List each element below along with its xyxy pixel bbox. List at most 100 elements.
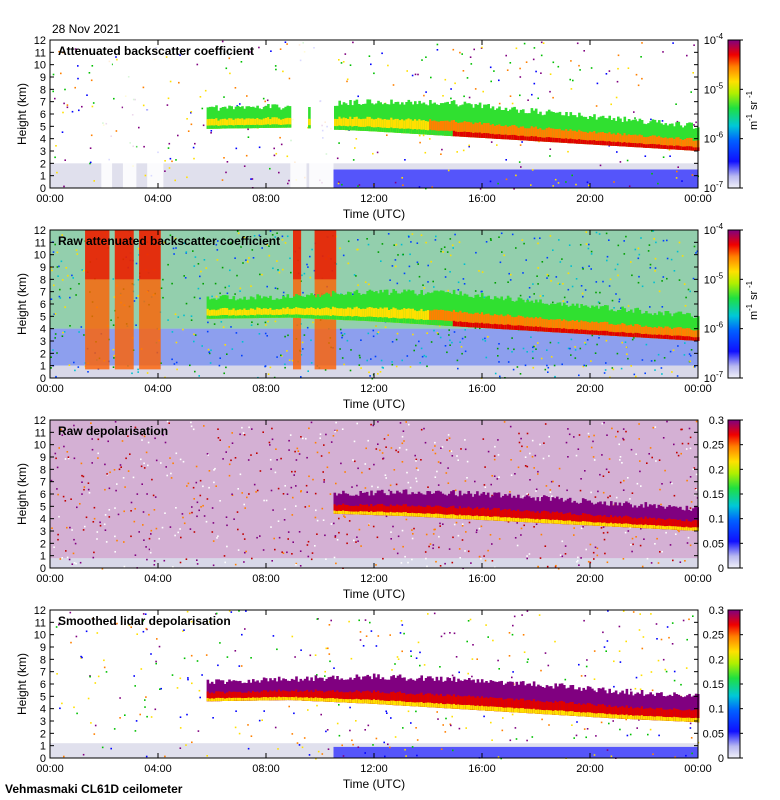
noise-speckle — [639, 460, 641, 462]
noise-speckle — [515, 247, 517, 249]
cloud-core — [385, 307, 389, 323]
cloud-core — [622, 516, 626, 528]
noise-speckle — [274, 236, 277, 238]
noise-speckle — [515, 47, 518, 50]
cloud-core — [577, 515, 581, 525]
cloud-core — [455, 121, 458, 137]
noise-speckle — [528, 296, 531, 298]
cloud-strip — [489, 299, 493, 329]
cloud-core — [448, 311, 452, 326]
cloud-strip — [625, 501, 628, 528]
cloud-strip — [219, 680, 223, 702]
cloud-base — [612, 141, 616, 146]
noise-speckle — [390, 447, 393, 449]
cloud-strip — [563, 302, 566, 333]
cloud-strip — [595, 119, 598, 145]
noise-speckle — [459, 557, 461, 559]
noise-speckle — [314, 545, 316, 547]
noise-speckle — [327, 647, 329, 650]
noise-speckle — [366, 359, 368, 362]
cloud-core — [415, 506, 419, 517]
noise-speckle — [469, 56, 472, 58]
cloud-core — [381, 308, 385, 322]
noise-speckle — [544, 652, 547, 654]
noise-speckle — [496, 144, 498, 146]
cloud-strip — [280, 298, 283, 318]
cloud-base — [539, 137, 542, 142]
noise-speckle — [338, 517, 340, 520]
noise-speckle — [692, 277, 695, 280]
noise-speckle — [434, 239, 437, 241]
noise-speckle — [684, 560, 686, 562]
noise-speckle — [526, 739, 528, 742]
noise-speckle — [241, 492, 243, 494]
cloud-strip — [273, 104, 277, 128]
cloud-base — [577, 521, 581, 525]
cloud-strip — [267, 298, 270, 318]
cloud-core — [210, 118, 214, 129]
cloud-strip — [610, 309, 614, 336]
cloud-strip — [273, 299, 277, 318]
noise-speckle — [77, 77, 79, 80]
noise-speckle — [137, 295, 139, 297]
noise-speckle — [651, 689, 654, 692]
cloud-strip — [681, 509, 684, 531]
cloud-base — [327, 698, 331, 702]
cloud-strip — [443, 494, 447, 519]
cloud-core — [537, 318, 540, 332]
noise-speckle — [209, 362, 212, 364]
colorbar-unit-b: sr — [748, 101, 760, 111]
noise-speckle — [406, 471, 408, 474]
noise-speckle — [527, 99, 529, 101]
cloud-base — [638, 524, 641, 528]
noise-speckle — [491, 494, 493, 497]
noise-speckle — [626, 159, 629, 162]
noise-speckle — [456, 151, 458, 153]
cloud-strip — [234, 300, 238, 319]
cloud-strip — [219, 107, 223, 129]
cloud-core — [277, 309, 281, 318]
noise-speckle — [433, 528, 435, 531]
noise-speckle — [191, 741, 193, 744]
noise-speckle — [248, 426, 250, 429]
noise-speckle — [440, 250, 442, 253]
noise-speckle — [368, 371, 370, 374]
cloud-core — [226, 692, 229, 701]
noise-speckle — [148, 548, 151, 551]
cloud-core — [420, 120, 423, 135]
cloud-base — [597, 140, 601, 145]
noise-speckle — [583, 619, 585, 622]
cloud-core — [243, 308, 246, 319]
y-tick-label: 4 — [40, 134, 46, 146]
noise-speckle — [575, 454, 578, 457]
noise-speckle — [327, 748, 330, 750]
noise-speckle — [261, 719, 263, 721]
noise-speckle — [461, 523, 464, 525]
cloud-core — [461, 312, 465, 327]
noise-speckle — [636, 727, 638, 729]
cloud-core — [502, 316, 506, 330]
cloud-base — [223, 315, 227, 319]
cloud-strip — [226, 295, 229, 319]
cloud-core — [655, 519, 658, 529]
noise-speckle — [367, 243, 370, 246]
noise-speckle — [268, 245, 270, 247]
noise-speckle — [225, 171, 227, 174]
cloud-base — [284, 697, 287, 701]
noise-speckle — [662, 658, 665, 661]
noise-speckle — [300, 436, 302, 438]
cloud-core — [543, 319, 547, 332]
y-tick-label: 7 — [40, 97, 46, 109]
cloud-strip — [622, 503, 626, 528]
y-axis-label: Height (km) — [15, 463, 29, 525]
noise-speckle — [239, 433, 241, 436]
cloud-core — [642, 326, 646, 338]
noise-speckle — [209, 621, 211, 623]
cloud-core — [273, 309, 277, 318]
cloud-core — [476, 506, 479, 520]
noise-speckle — [664, 469, 666, 472]
cloud-core — [629, 517, 632, 528]
noise-speckle — [339, 247, 341, 250]
cloud-strip — [429, 100, 432, 135]
noise-speckle — [306, 263, 308, 266]
